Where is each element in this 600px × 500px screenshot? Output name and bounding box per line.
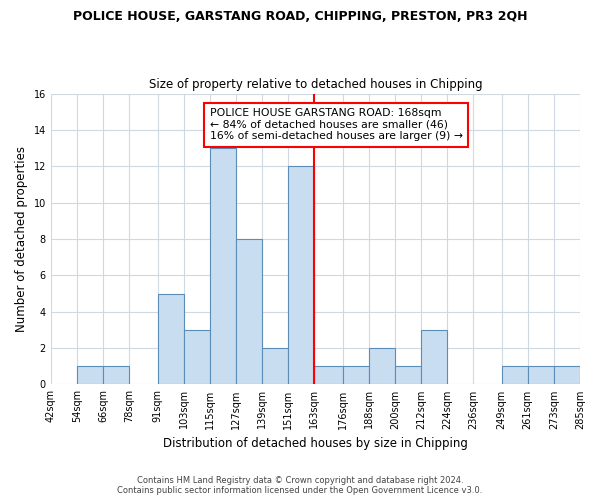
Bar <box>395 366 421 384</box>
Bar <box>343 366 369 384</box>
Bar <box>77 366 103 384</box>
Bar <box>421 330 447 384</box>
Text: POLICE HOUSE GARSTANG ROAD: 168sqm
← 84% of detached houses are smaller (46)
16%: POLICE HOUSE GARSTANG ROAD: 168sqm ← 84%… <box>209 108 463 142</box>
X-axis label: Distribution of detached houses by size in Chipping: Distribution of detached houses by size … <box>163 437 468 450</box>
Bar <box>554 366 580 384</box>
Y-axis label: Number of detached properties: Number of detached properties <box>15 146 28 332</box>
Bar <box>502 366 528 384</box>
Text: POLICE HOUSE, GARSTANG ROAD, CHIPPING, PRESTON, PR3 2QH: POLICE HOUSE, GARSTANG ROAD, CHIPPING, P… <box>73 10 527 23</box>
Bar <box>236 239 262 384</box>
Text: Contains HM Land Registry data © Crown copyright and database right 2024.
Contai: Contains HM Land Registry data © Crown c… <box>118 476 482 495</box>
Bar <box>210 148 236 384</box>
Bar <box>288 166 314 384</box>
Title: Size of property relative to detached houses in Chipping: Size of property relative to detached ho… <box>149 78 482 91</box>
Bar <box>158 294 184 384</box>
Bar <box>103 366 129 384</box>
Bar <box>262 348 288 385</box>
Bar <box>314 366 343 384</box>
Bar <box>369 348 395 385</box>
Bar <box>528 366 554 384</box>
Bar <box>184 330 210 384</box>
